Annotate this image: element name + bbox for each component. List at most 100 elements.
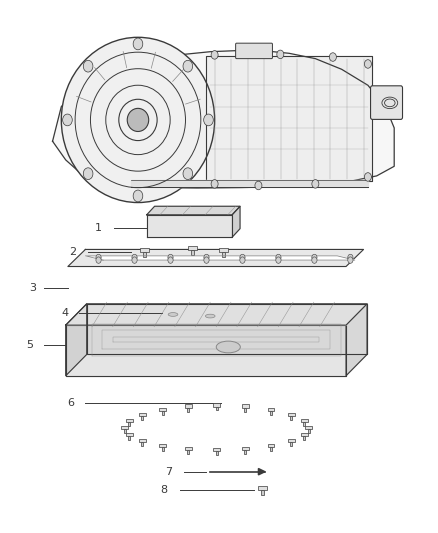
- Polygon shape: [213, 403, 220, 407]
- Polygon shape: [185, 405, 192, 408]
- Circle shape: [83, 60, 93, 72]
- Polygon shape: [301, 433, 307, 436]
- Circle shape: [348, 254, 353, 261]
- Circle shape: [312, 254, 317, 261]
- Text: 1: 1: [95, 223, 102, 233]
- Text: 7: 7: [165, 467, 172, 477]
- Polygon shape: [162, 447, 164, 451]
- Ellipse shape: [163, 311, 183, 318]
- Polygon shape: [128, 436, 131, 440]
- Polygon shape: [147, 206, 240, 215]
- Polygon shape: [187, 408, 190, 411]
- Polygon shape: [126, 419, 133, 422]
- Text: 6: 6: [67, 398, 74, 408]
- Circle shape: [329, 53, 336, 61]
- Polygon shape: [303, 422, 305, 426]
- Polygon shape: [242, 447, 249, 450]
- Ellipse shape: [168, 312, 178, 316]
- Circle shape: [183, 168, 193, 180]
- Circle shape: [364, 173, 371, 181]
- Polygon shape: [66, 304, 87, 376]
- Polygon shape: [222, 252, 225, 257]
- Polygon shape: [261, 490, 264, 495]
- Polygon shape: [244, 408, 246, 411]
- Polygon shape: [305, 426, 312, 429]
- Polygon shape: [303, 436, 305, 440]
- Circle shape: [312, 180, 319, 188]
- Polygon shape: [232, 206, 240, 237]
- Circle shape: [276, 254, 281, 261]
- Circle shape: [96, 257, 101, 263]
- Text: 5: 5: [26, 340, 33, 350]
- Circle shape: [168, 257, 173, 263]
- Circle shape: [204, 257, 209, 263]
- Circle shape: [211, 51, 218, 59]
- Circle shape: [83, 168, 93, 180]
- Polygon shape: [258, 469, 265, 475]
- Polygon shape: [185, 447, 192, 450]
- Circle shape: [204, 114, 213, 126]
- Polygon shape: [126, 433, 133, 436]
- Polygon shape: [85, 256, 355, 260]
- Polygon shape: [188, 246, 197, 250]
- Circle shape: [183, 60, 193, 72]
- Circle shape: [240, 254, 245, 261]
- Polygon shape: [270, 447, 272, 451]
- Circle shape: [168, 254, 173, 261]
- Polygon shape: [270, 411, 272, 415]
- Polygon shape: [139, 439, 146, 442]
- Polygon shape: [216, 407, 218, 410]
- Circle shape: [133, 38, 143, 50]
- Polygon shape: [308, 429, 310, 433]
- Circle shape: [211, 180, 218, 188]
- Circle shape: [240, 257, 245, 263]
- Ellipse shape: [205, 314, 215, 318]
- Circle shape: [255, 181, 262, 190]
- Polygon shape: [213, 448, 220, 451]
- Polygon shape: [301, 419, 307, 422]
- Polygon shape: [124, 429, 126, 433]
- Text: 8: 8: [161, 485, 168, 495]
- Text: 3: 3: [29, 283, 36, 293]
- FancyBboxPatch shape: [236, 43, 272, 59]
- Polygon shape: [121, 426, 128, 429]
- Polygon shape: [141, 442, 144, 446]
- Polygon shape: [191, 250, 194, 255]
- Polygon shape: [53, 51, 394, 188]
- Polygon shape: [288, 439, 295, 442]
- Ellipse shape: [127, 108, 148, 132]
- Ellipse shape: [200, 312, 220, 320]
- Circle shape: [312, 257, 317, 263]
- Circle shape: [276, 257, 281, 263]
- Polygon shape: [128, 422, 131, 426]
- Polygon shape: [216, 451, 218, 455]
- Polygon shape: [162, 411, 164, 415]
- Text: 4: 4: [61, 308, 68, 318]
- Polygon shape: [140, 248, 149, 252]
- Polygon shape: [268, 444, 274, 447]
- Polygon shape: [147, 215, 232, 237]
- Circle shape: [132, 257, 137, 263]
- Polygon shape: [219, 248, 228, 252]
- Polygon shape: [131, 180, 368, 187]
- Polygon shape: [68, 249, 364, 266]
- Polygon shape: [242, 405, 249, 408]
- Polygon shape: [244, 450, 246, 454]
- Polygon shape: [346, 304, 367, 376]
- Text: 2: 2: [69, 247, 76, 257]
- Circle shape: [132, 254, 137, 261]
- Polygon shape: [159, 408, 166, 411]
- Polygon shape: [159, 444, 166, 447]
- Polygon shape: [141, 416, 144, 419]
- Polygon shape: [290, 416, 292, 419]
- Ellipse shape: [216, 341, 240, 353]
- Polygon shape: [87, 304, 367, 354]
- Circle shape: [96, 254, 101, 261]
- Polygon shape: [143, 252, 146, 257]
- Polygon shape: [288, 413, 295, 416]
- Polygon shape: [268, 408, 274, 411]
- Circle shape: [364, 60, 371, 68]
- Polygon shape: [290, 442, 292, 446]
- Polygon shape: [258, 486, 267, 490]
- Polygon shape: [66, 325, 346, 376]
